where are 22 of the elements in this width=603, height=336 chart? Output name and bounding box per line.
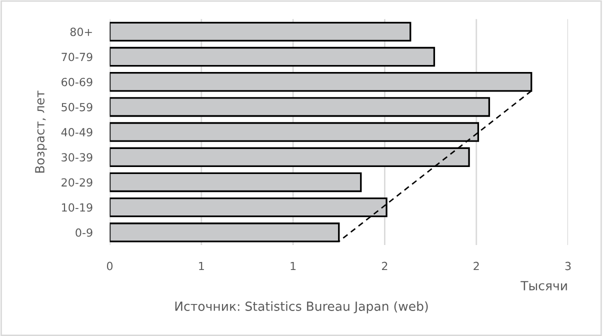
y-tick-label: 50-59 <box>62 102 92 112</box>
y-tick-label: 0-9 <box>76 228 92 237</box>
x-tick-label: 1 <box>290 262 296 270</box>
y-tick-label: 20-29 <box>62 178 92 187</box>
y-tick-label: 40-49 <box>61 128 92 136</box>
bar <box>110 46 436 67</box>
bar <box>110 172 362 192</box>
y-tick-label: 10-19 <box>62 203 92 212</box>
y-tick-label: 80+ <box>70 28 92 36</box>
bar <box>110 22 412 42</box>
x-axis-title: Тысячи <box>520 281 567 290</box>
y-tick-label: 30-39 <box>62 153 92 162</box>
x-tick-label: 1 <box>199 262 204 270</box>
text: Источник: Statistics Bureau Japan (web) <box>175 301 428 314</box>
x-tick-label: 2 <box>382 262 388 270</box>
bar <box>110 97 490 117</box>
y-axis-title: Возраст, лет <box>35 90 47 173</box>
y-tick-label: 60-69 <box>62 78 92 86</box>
x-tick-label: 2 <box>474 262 479 270</box>
y-tick-label: 70-79 <box>62 52 92 62</box>
x-tick-label: 3 <box>565 262 571 270</box>
x-tick-label: 0 <box>106 262 113 270</box>
